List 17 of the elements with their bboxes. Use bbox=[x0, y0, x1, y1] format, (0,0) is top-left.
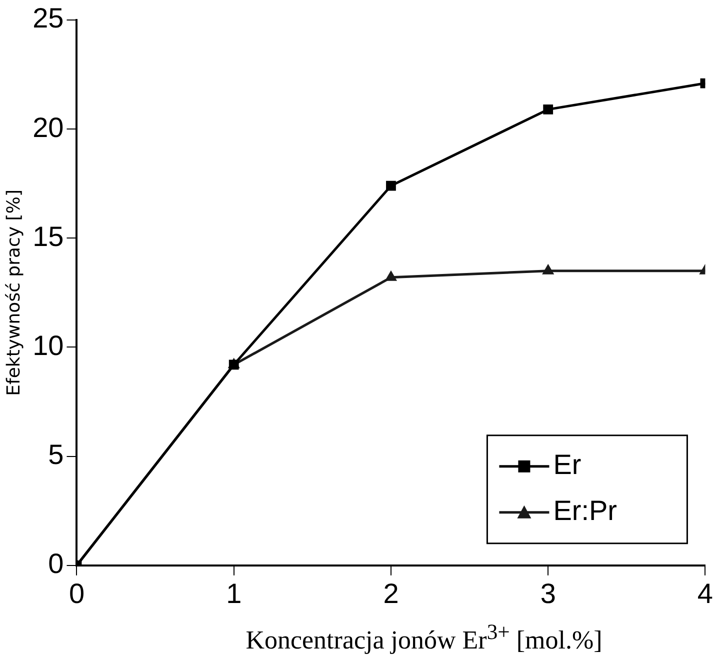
x-tick-label: 2 bbox=[383, 578, 399, 609]
x-tick-label: 4 bbox=[697, 578, 714, 609]
x-tick-label: 3 bbox=[540, 578, 556, 609]
x-tick-label: 1 bbox=[226, 578, 242, 609]
y-tick-label: 15 bbox=[32, 220, 64, 252]
legend-label: Er bbox=[553, 449, 582, 480]
point bbox=[542, 264, 554, 274]
y-tick-label: 5 bbox=[48, 439, 64, 470]
y-axis-title: Efektywność pracy [%] bbox=[3, 190, 24, 396]
x-axis-title: Koncentracja jonów Er$^{3+}$ [mol.%] bbox=[244, 620, 604, 656]
y-tick-label: 25 bbox=[32, 2, 64, 34]
x-tick-label: 0 bbox=[68, 578, 85, 609]
y-tick-label: 0 bbox=[48, 548, 64, 580]
point bbox=[384, 270, 398, 281]
y-tick-label: 10 bbox=[32, 330, 64, 361]
y-tick-label: 20 bbox=[32, 112, 64, 143]
legend-label: Er:Pr bbox=[553, 495, 617, 526]
